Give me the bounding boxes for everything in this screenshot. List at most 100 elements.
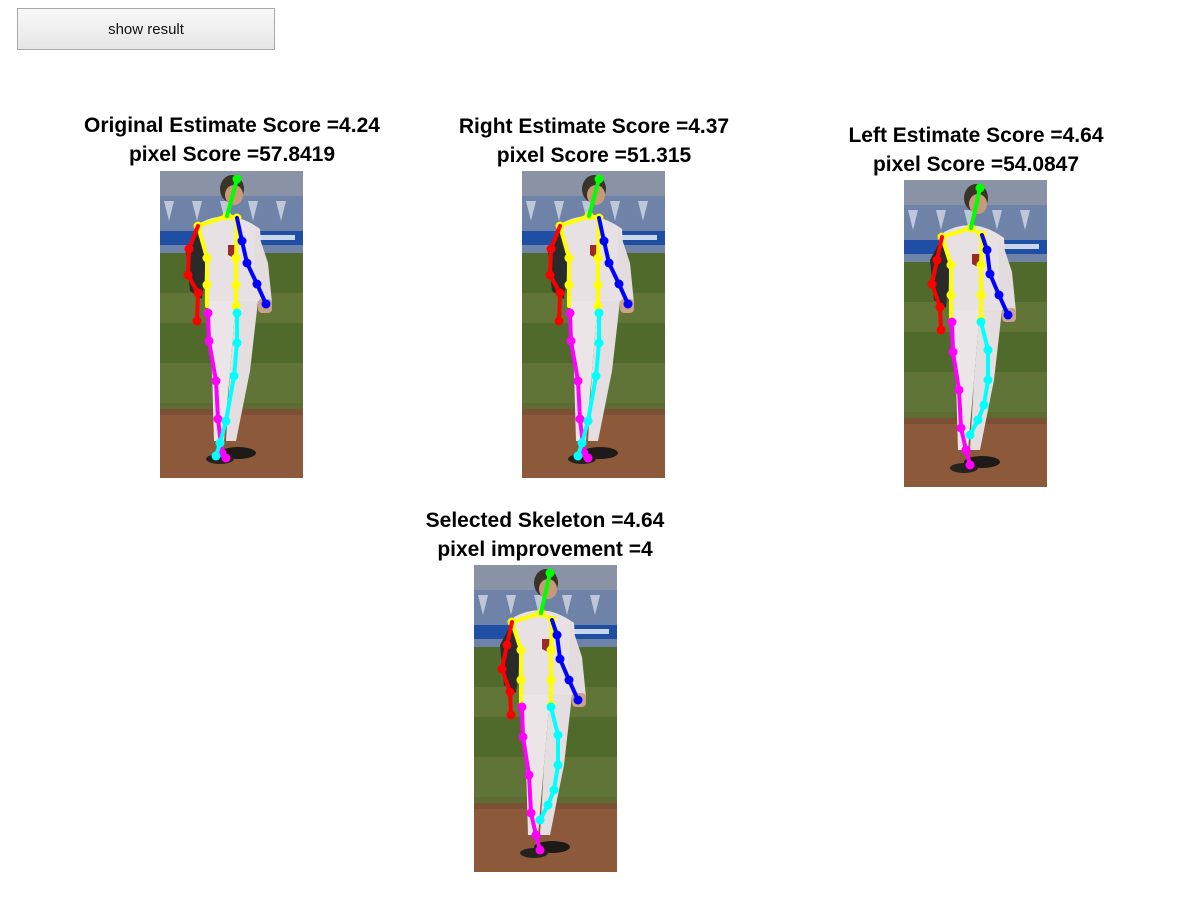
right-pose-image — [522, 171, 665, 478]
right-arm-joint — [546, 244, 556, 254]
right-arm-joint — [936, 325, 946, 335]
original-pose-image — [160, 171, 303, 478]
show-result-button[interactable]: show result — [17, 8, 275, 50]
right-leg-joint — [531, 830, 541, 840]
right-leg-joint — [524, 770, 534, 780]
head-joint — [545, 568, 555, 578]
torso-joint — [564, 280, 574, 290]
right-leg-joint — [213, 414, 223, 424]
right-leg-joint — [954, 385, 964, 395]
right-leg-joint — [518, 732, 528, 742]
left-arm-joint — [552, 630, 562, 640]
left-leg-joint — [549, 785, 559, 795]
original-score-text: Original Estimate Score =4.24 — [84, 114, 380, 137]
right-arm-joint — [555, 288, 565, 298]
right-leg-joint — [948, 347, 958, 357]
torso-joint — [516, 645, 526, 655]
left-leg-joint — [976, 317, 986, 327]
torso-limb — [940, 226, 973, 239]
left-pixel-score-text: pixel Score =54.0847 — [872, 153, 1080, 176]
left-arm-joint — [564, 675, 574, 685]
left-leg-joint — [973, 415, 983, 425]
right-leg-joint — [956, 423, 966, 433]
torso-limb — [558, 214, 591, 228]
selected-score-text: Selected Skeleton =4.64 — [425, 509, 665, 532]
torso-joint — [564, 253, 574, 263]
right-leg-joint — [566, 336, 576, 346]
torso-joint — [516, 675, 526, 685]
left-leg-joint — [232, 338, 242, 348]
right-arm-joint — [184, 244, 194, 254]
left-arm-joint — [994, 290, 1004, 300]
right-leg-joint — [583, 453, 593, 463]
right-arm-joint — [193, 288, 203, 298]
torso-joint — [231, 253, 241, 263]
torso-joint — [976, 290, 986, 300]
left-leg-joint — [965, 430, 975, 440]
left-skeleton — [904, 180, 1047, 487]
right-arm-joint — [932, 255, 942, 265]
left-arm-joint — [261, 299, 271, 309]
right-leg-joint — [565, 308, 575, 318]
right-leg-joint — [575, 414, 585, 424]
torso-joint — [593, 301, 603, 311]
left-leg-joint — [983, 345, 993, 355]
left-leg-joint — [594, 338, 604, 348]
torso-joint — [231, 280, 241, 290]
head-limb — [969, 186, 982, 230]
skeleton-overlay — [497, 568, 583, 855]
torso-joint — [946, 290, 956, 300]
left-leg-joint — [979, 400, 989, 410]
right-leg-joint — [221, 453, 231, 463]
head-limb — [539, 571, 552, 615]
right-arm-joint — [506, 710, 516, 720]
torso-limb — [510, 620, 523, 652]
left-leg-joint — [983, 375, 993, 385]
head-limb — [225, 177, 239, 218]
head-joint — [975, 183, 985, 193]
right-leg-joint — [517, 702, 527, 712]
left-arm-joint — [604, 258, 614, 268]
head-joint — [594, 174, 604, 184]
torso-joint — [546, 675, 556, 685]
right-pixel-score-text: pixel Score =51.315 — [496, 144, 692, 167]
original-pixel-score-text: pixel Score =57.8419 — [128, 143, 336, 166]
left-arm-joint — [614, 279, 624, 289]
right-leg-joint — [203, 308, 213, 318]
left-leg-joint — [546, 702, 556, 712]
right-arm-joint — [554, 316, 564, 326]
left-leg-joint — [232, 308, 242, 318]
left-leg-joint — [577, 438, 587, 448]
left-arm-joint — [242, 258, 252, 268]
torso-joint — [231, 301, 241, 311]
right-leg-joint — [535, 845, 545, 855]
selected-pose-image — [474, 565, 617, 872]
panel-original-title: Original Estimate Score =4.24 pixel Scor… — [22, 111, 442, 169]
left-leg-joint — [553, 730, 563, 740]
left-leg-joint — [535, 815, 545, 825]
left-arm-joint — [599, 236, 609, 246]
right-arm-joint — [183, 270, 193, 280]
right-score-text: Right Estimate Score =4.37 — [458, 115, 730, 138]
torso-limb — [196, 214, 229, 228]
right-skeleton — [522, 171, 665, 478]
right-arm-joint — [502, 640, 512, 650]
left-arm-joint — [1003, 310, 1013, 320]
torso-joint — [593, 280, 603, 290]
torso-joint — [202, 253, 212, 263]
right-leg-joint — [573, 376, 583, 386]
selected-skeleton — [474, 565, 617, 872]
right-leg-joint — [947, 317, 957, 327]
original-skeleton — [160, 171, 303, 478]
left-arm-joint — [237, 236, 247, 246]
torso-joint — [202, 280, 212, 290]
left-leg-joint — [553, 760, 563, 770]
right-arm-joint — [505, 687, 515, 697]
left-score-text: Left Estimate Score =4.64 — [848, 124, 1104, 147]
right-leg-joint — [204, 336, 214, 346]
panel-left-title: Left Estimate Score =4.64 pixel Score =5… — [766, 121, 1186, 179]
panel-right-title: Right Estimate Score =4.37 pixel Score =… — [384, 112, 804, 170]
left-arm-joint — [252, 279, 262, 289]
skeleton-overlay — [183, 174, 271, 463]
